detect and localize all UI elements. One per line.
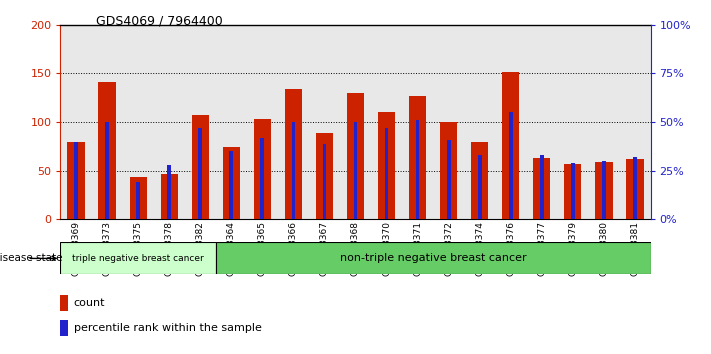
Bar	[385, 128, 388, 219]
Bar	[316, 133, 333, 219]
Bar	[409, 96, 426, 219]
Bar	[68, 142, 85, 219]
Bar	[105, 122, 109, 219]
Bar	[447, 139, 451, 219]
Bar	[215, 25, 247, 219]
Bar	[323, 143, 326, 219]
Bar	[565, 164, 582, 219]
Bar	[526, 25, 557, 219]
Bar	[416, 120, 419, 219]
Bar	[634, 157, 637, 219]
Bar	[129, 177, 146, 219]
Bar	[471, 142, 488, 219]
Bar	[440, 122, 457, 219]
Bar	[154, 25, 185, 219]
Bar	[540, 155, 544, 219]
Bar	[285, 89, 302, 219]
Bar	[60, 242, 215, 274]
Bar	[433, 25, 464, 219]
Bar	[347, 93, 364, 219]
Bar	[602, 161, 606, 219]
Bar	[60, 295, 68, 311]
Bar	[215, 242, 651, 274]
Bar	[340, 25, 371, 219]
Bar	[371, 25, 402, 219]
Bar	[223, 147, 240, 219]
Bar	[137, 183, 140, 219]
Bar	[292, 122, 295, 219]
Bar	[167, 165, 171, 219]
Text: count: count	[74, 298, 105, 308]
Bar	[198, 128, 202, 219]
Bar	[571, 163, 574, 219]
Bar	[502, 72, 519, 219]
Bar	[161, 174, 178, 219]
Bar	[557, 25, 589, 219]
Bar	[309, 25, 340, 219]
Bar	[278, 25, 309, 219]
Bar	[595, 162, 612, 219]
Bar	[60, 320, 68, 336]
Bar	[626, 159, 643, 219]
Text: non-triple negative breast cancer: non-triple negative breast cancer	[340, 253, 526, 263]
Bar	[60, 25, 92, 219]
Text: disease state: disease state	[0, 253, 62, 263]
Bar	[230, 152, 233, 219]
Bar	[496, 25, 526, 219]
Bar	[464, 25, 496, 219]
Bar	[619, 25, 651, 219]
Bar	[185, 25, 215, 219]
Bar	[254, 119, 271, 219]
Bar	[92, 25, 122, 219]
Text: GDS4069 / 7964400: GDS4069 / 7964400	[96, 14, 223, 27]
Bar	[260, 138, 264, 219]
Bar	[247, 25, 278, 219]
Bar	[122, 25, 154, 219]
Bar	[589, 25, 619, 219]
Bar	[509, 113, 513, 219]
Bar	[533, 158, 550, 219]
Bar	[378, 113, 395, 219]
Bar	[353, 122, 358, 219]
Bar	[192, 115, 209, 219]
Text: percentile rank within the sample: percentile rank within the sample	[74, 323, 262, 333]
Bar	[99, 82, 116, 219]
Text: triple negative breast cancer: triple negative breast cancer	[73, 254, 204, 263]
Bar	[478, 155, 481, 219]
Bar	[74, 142, 77, 219]
Bar	[402, 25, 433, 219]
